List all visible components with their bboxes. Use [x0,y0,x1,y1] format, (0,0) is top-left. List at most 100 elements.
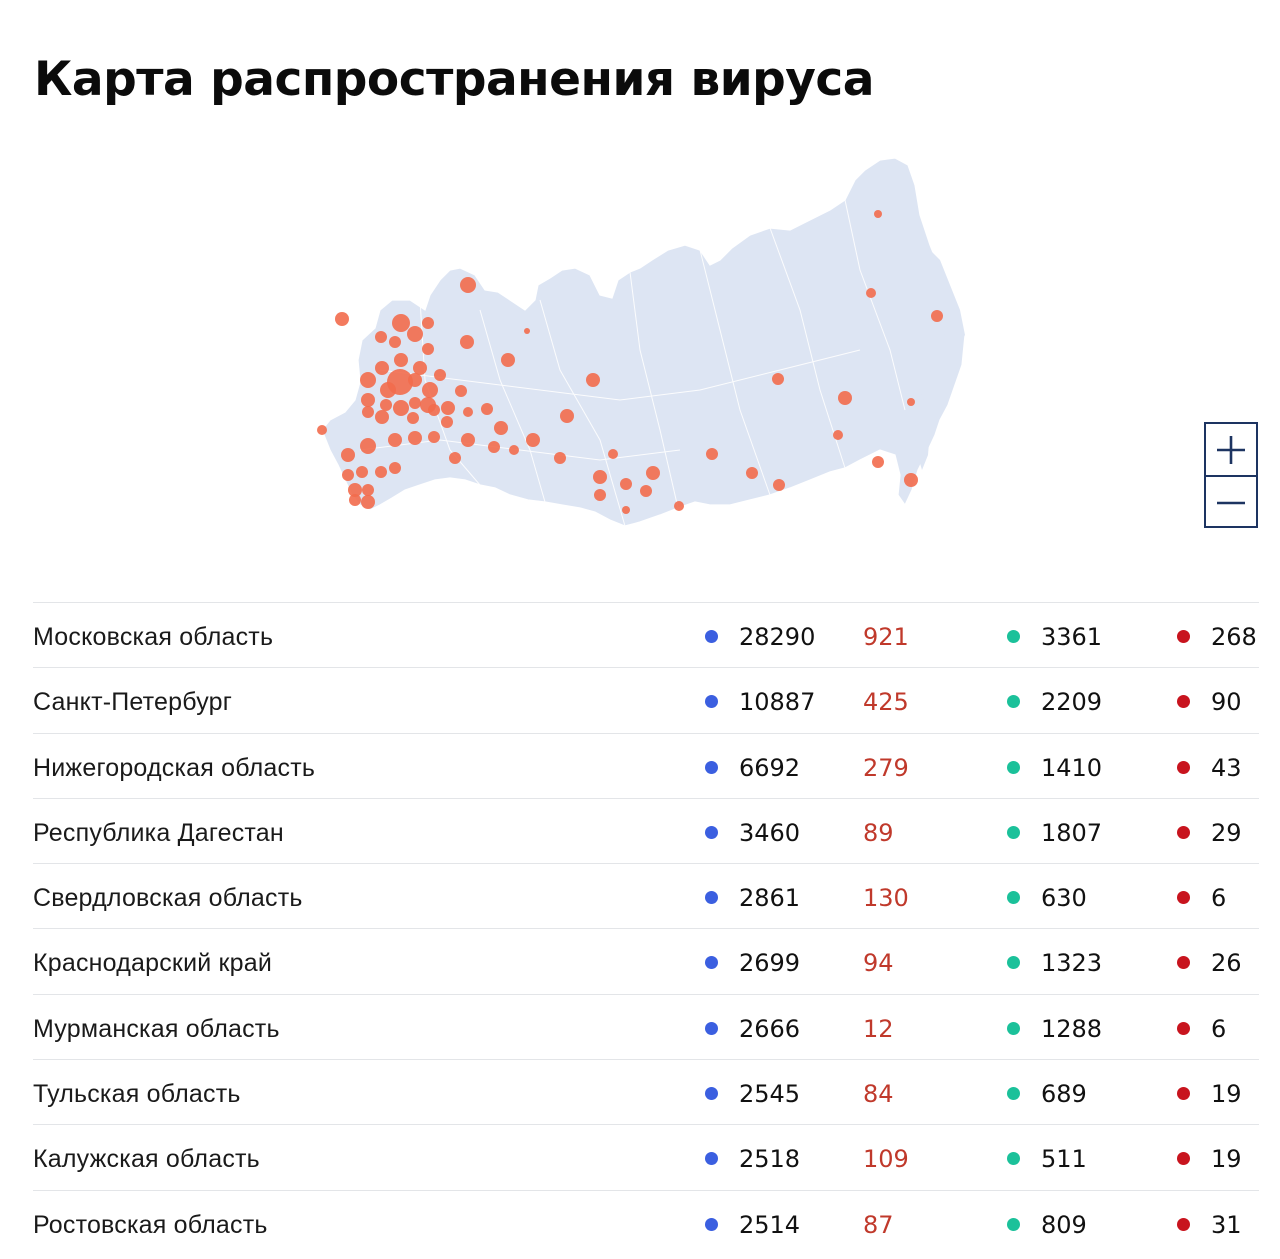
recovered-dot-icon [1007,1087,1020,1101]
deaths-dot-icon [1177,630,1190,643]
new-cases-value: 425 [863,688,909,717]
region-name: Республика Дагестан [33,818,284,847]
recovered-dot-icon [1007,1217,1020,1231]
recovered-dot-icon [1007,1152,1020,1166]
cases-value: 2545 [739,1080,801,1109]
new-cases-value: 94 [863,949,894,978]
recovered-value: 1807 [1041,818,1103,847]
deaths-dot-icon [1177,825,1190,839]
recovered-dot-icon [1007,891,1020,905]
cases-value: 2518 [739,1145,801,1174]
new-cases-value: 12 [863,1014,894,1043]
recovered-value: 689 [1041,1080,1087,1109]
region-name: Свердловская область [33,884,303,913]
zoom-out-button[interactable] [1206,475,1256,528]
deaths-value: 43 [1211,753,1242,782]
deaths-value: 6 [1211,884,1227,913]
deaths-dot-icon [1177,1087,1190,1101]
recovered-value: 1288 [1041,1014,1103,1043]
table-row[interactable]: Краснодарский край 2699 94 1323 26 [33,928,1259,993]
cases-dot-icon [705,1087,718,1101]
table-row[interactable]: Санкт-Петербург 10887 425 2209 90 [33,667,1259,732]
new-cases-value: 84 [863,1080,894,1109]
table-row[interactable]: Ростовская область 2514 87 809 31 [33,1189,1259,1255]
new-cases-value: 89 [863,818,894,847]
region-name: Тульская область [33,1080,241,1109]
recovered-dot-icon [1007,956,1020,970]
region-name: Нижегородская область [33,753,316,782]
region-name: Санкт-Петербург [33,688,233,717]
table-row[interactable]: Московская область 28290 921 3361 268 [33,602,1259,667]
deaths-value: 29 [1211,818,1242,847]
recovered-value: 3361 [1041,623,1103,651]
recovered-value: 511 [1041,1145,1087,1174]
cases-dot-icon [705,891,718,905]
recovered-value: 809 [1041,1210,1087,1239]
cases-value: 3460 [739,818,801,847]
deaths-dot-icon [1177,760,1190,774]
cases-value: 2861 [739,884,801,913]
deaths-dot-icon [1177,891,1190,905]
new-cases-value: 87 [863,1210,894,1239]
table-row[interactable]: Калужская область 2518 109 511 19 [33,1124,1259,1189]
recovered-dot-icon [1007,1021,1020,1035]
new-cases-value: 130 [863,884,909,913]
recovered-value: 1410 [1041,753,1103,782]
cases-dot-icon [705,825,718,839]
case-markers[interactable] [317,210,943,514]
sakhalin-land [915,385,930,470]
cases-dot-icon [705,630,718,643]
cases-dot-icon [705,1152,718,1166]
page-title: Карта распространения вируса [34,52,875,107]
recovered-dot-icon [1007,825,1020,839]
table-row[interactable]: Республика Дагестан 3460 89 1807 29 [33,797,1259,863]
table-row[interactable]: Мурманская область 2666 12 1288 6 [33,993,1259,1059]
deaths-dot-icon [1177,1021,1190,1035]
deaths-value: 6 [1211,1014,1227,1043]
cases-value: 6692 [739,753,801,782]
kamchatka-land [910,245,965,350]
region-name: Московская область [33,623,274,651]
deaths-value: 19 [1211,1080,1242,1109]
table-row[interactable]: Свердловская область 2861 130 630 6 [33,863,1259,928]
deaths-value: 31 [1211,1210,1242,1239]
table-row[interactable]: Тульская область 2545 84 689 19 [33,1059,1259,1124]
zoom-in-button[interactable] [1206,424,1256,475]
new-cases-value: 921 [863,623,909,651]
cases-dot-icon [705,695,718,709]
recovered-dot-icon [1007,630,1020,643]
map-canvas[interactable] [300,150,990,540]
deaths-value: 19 [1211,1145,1242,1174]
deaths-value: 268 [1211,623,1257,651]
region-name: Ростовская область [33,1210,268,1239]
region-name: Краснодарский край [33,949,273,978]
recovered-value: 1323 [1041,949,1103,978]
deaths-value: 26 [1211,949,1242,978]
cases-dot-icon [705,760,718,774]
deaths-dot-icon [1177,695,1190,709]
cases-dot-icon [705,1217,718,1231]
minus-icon [1217,501,1245,504]
zoom-control [1204,422,1258,528]
region-name: Мурманская область [33,1014,280,1043]
table-row[interactable]: Нижегородская область 6692 279 1410 43 [33,732,1259,798]
region-borders [359,199,906,527]
russia-map[interactable] [300,150,990,540]
cases-value: 2514 [739,1210,801,1239]
deaths-dot-icon [1177,956,1190,970]
regions-table: Московская область 28290 921 3361 268 Санкт-П… [33,602,1259,1255]
cases-value: 2666 [739,1014,801,1043]
cases-dot-icon [705,1021,718,1035]
recovered-value: 2209 [1041,688,1103,717]
recovered-dot-icon [1007,760,1020,774]
plus-icon [1217,435,1245,464]
recovered-value: 630 [1041,884,1087,913]
cases-value: 28290 [739,623,816,651]
new-cases-value: 279 [863,753,909,782]
map-land [321,157,966,527]
deaths-dot-icon [1177,1152,1190,1166]
cases-value: 2699 [739,949,801,978]
deaths-value: 90 [1211,688,1242,717]
region-name: Калужская область [33,1145,260,1174]
deaths-dot-icon [1177,1217,1190,1231]
